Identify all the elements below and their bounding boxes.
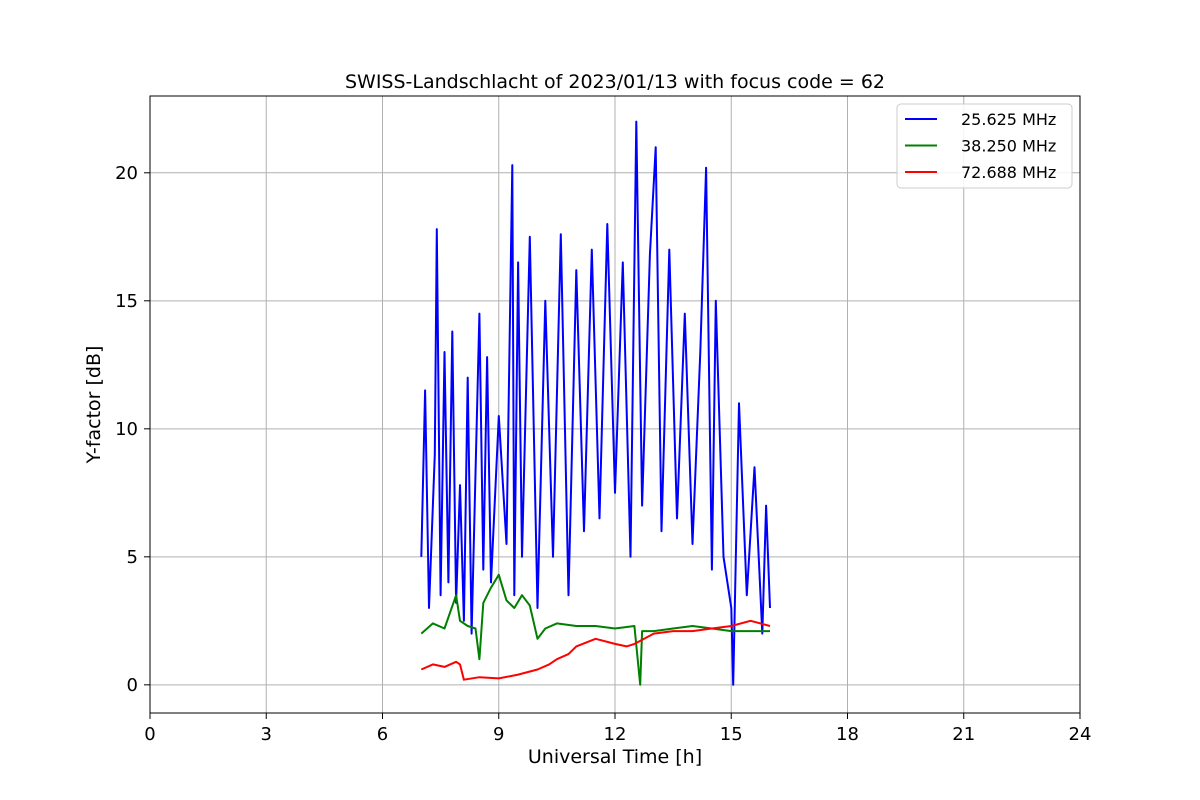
x-tick-label: 9	[493, 724, 504, 745]
y-tick-label: 20	[115, 163, 138, 184]
legend-label: 38.250 MHz	[961, 137, 1056, 156]
legend: 25.625 MHz 38.250 MHz 72.688 MHz	[896, 103, 1073, 189]
x-axis-label: Universal Time [h]	[528, 746, 702, 768]
x-axis-ticks: 0 3 6 9 12 15 18 21 24	[144, 713, 1091, 745]
x-tick-label: 21	[952, 724, 975, 745]
legend-box	[896, 103, 1073, 189]
x-tick-label: 12	[604, 724, 627, 745]
x-tick-label: 18	[836, 724, 859, 745]
y-tick-label: 15	[115, 291, 138, 312]
plot-series	[420, 120, 771, 686]
series-line-25-625-mhz	[420, 120, 771, 686]
y-tick-label: 0	[127, 675, 138, 696]
y-tick-label: 5	[127, 547, 138, 568]
chart-title: SWISS-Landschlacht of 2023/01/13 with fo…	[345, 71, 885, 93]
x-tick-label: 0	[144, 724, 155, 745]
y-axis-label: Y-factor [dB]	[83, 346, 105, 465]
x-tick-label: 15	[720, 724, 743, 745]
y-tick-label: 10	[115, 419, 138, 440]
grid	[150, 96, 1080, 713]
legend-label: 72.688 MHz	[961, 163, 1056, 182]
x-tick-label: 6	[377, 724, 388, 745]
x-tick-label: 3	[261, 724, 272, 745]
series-line-38-250-mhz	[420, 573, 770, 686]
legend-label: 25.625 MHz	[961, 110, 1056, 129]
x-tick-label: 24	[1069, 724, 1092, 745]
series-line-72-688-mhz	[420, 619, 771, 681]
y-axis-ticks: 0 5 10 15 20	[115, 163, 150, 696]
